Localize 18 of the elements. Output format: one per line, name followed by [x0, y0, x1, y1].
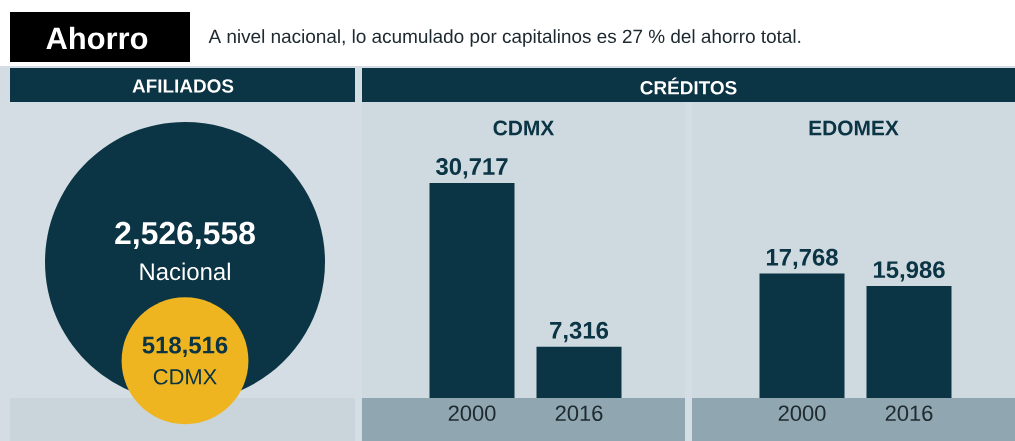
text: A nivel nacional, lo acumulado por capitalinos es 27 % del ahorro total.: [208, 29, 801, 47]
chart-title: CDMX: [493, 120, 555, 136]
x-tick-label: 2016: [885, 405, 933, 422]
x-tick-label: 2016: [555, 405, 603, 422]
text: CRÉDITOS: [640, 77, 737, 95]
data-label: 7,316: [550, 321, 609, 343]
text: AFILIADOS: [132, 79, 234, 93]
chart-title: EDOMEX: [809, 120, 899, 136]
data-label: 30,717: [435, 158, 508, 179]
data-label: 17,768: [766, 248, 838, 270]
text: Ahorro: [46, 26, 148, 50]
category-label: CDMX: [153, 369, 217, 385]
data-label: 518,516: [142, 336, 228, 358]
category-label: Nacional: [140, 262, 230, 281]
data-label: 2,526,558: [115, 221, 255, 249]
data-label: 15,986: [873, 261, 945, 282]
x-tick-label: 2000: [778, 405, 826, 422]
x-tick-label: 2000: [448, 405, 496, 422]
